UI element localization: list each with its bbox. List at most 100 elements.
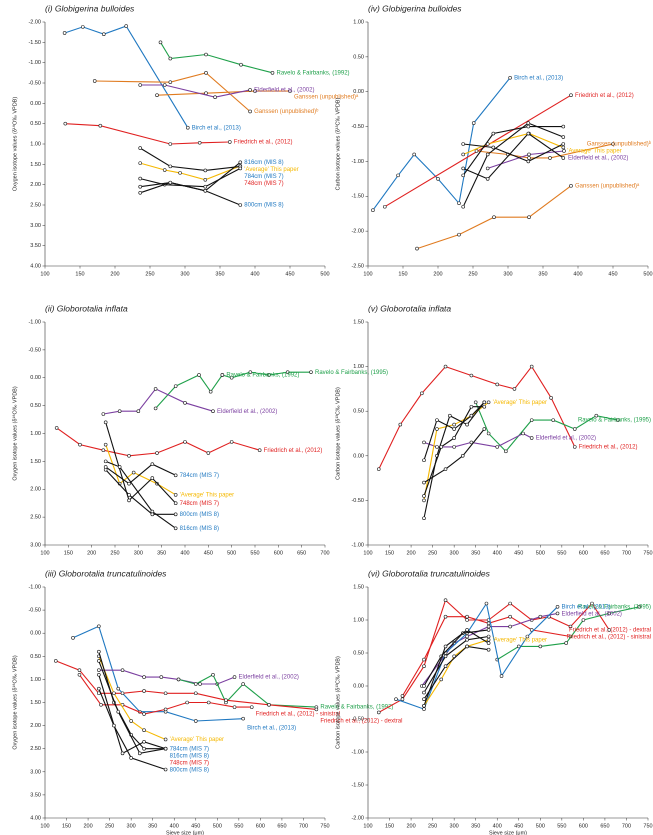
y-tick-label: 0.00 — [353, 683, 364, 689]
data-point — [193, 719, 198, 723]
data-point — [564, 641, 568, 645]
data-point — [452, 436, 456, 440]
y-tick-label: -1.00 — [28, 319, 41, 325]
data-point — [508, 75, 512, 80]
data-point — [102, 32, 106, 37]
data-point — [117, 465, 122, 469]
data-point — [193, 691, 198, 696]
series-label: Friedrich et al., (2012) — [264, 448, 323, 454]
x-tick-label: 300 — [450, 823, 459, 829]
y-tick-label: 1.00 — [353, 364, 364, 370]
series-label: 748cm (MIS 7) — [244, 181, 283, 187]
data-point — [568, 624, 573, 629]
data-point — [267, 703, 271, 707]
data-point — [439, 445, 444, 449]
data-point — [142, 689, 146, 693]
data-point — [473, 400, 478, 405]
data-point — [162, 168, 167, 172]
data-point — [204, 71, 208, 75]
data-point — [142, 675, 146, 679]
series-label: Birch et al., (2013) — [514, 75, 563, 81]
x-tick-label: 400 — [180, 550, 189, 556]
data-point — [562, 149, 566, 153]
series-line — [139, 147, 241, 171]
data-point — [561, 124, 566, 129]
data-point — [241, 682, 245, 686]
x-tick-label: 450 — [514, 550, 523, 556]
series-line — [140, 182, 241, 206]
series-label: Elderfield et al., (2002) — [568, 156, 628, 162]
data-point — [452, 422, 456, 427]
data-point — [486, 647, 491, 652]
data-point — [163, 707, 168, 712]
data-point — [198, 682, 202, 686]
data-point — [238, 160, 243, 165]
panel: (iv) Globigerina bulloides -2.50 -2.00 -1.5… — [335, 3, 652, 277]
data-point — [142, 728, 146, 733]
x-tick-label: 300 — [450, 550, 459, 556]
data-point — [168, 80, 173, 84]
series-line — [463, 143, 564, 163]
series-line — [423, 635, 489, 693]
y-tick-label: -0.50 — [28, 608, 41, 614]
series-label: Ravelo & Fairbanks, (1995) — [315, 370, 388, 376]
x-tick-label: 450 — [608, 271, 617, 277]
y-tick-label: 1.00 — [30, 431, 41, 437]
data-point — [168, 164, 173, 169]
data-point — [422, 657, 426, 662]
y-tick-label: 1.00 — [30, 677, 41, 683]
data-point — [465, 637, 469, 642]
series-line — [55, 660, 317, 710]
x-tick-label: 400 — [573, 271, 582, 277]
series-label: 816cm (MIS 8) — [170, 753, 209, 759]
y-tick-label: 0.50 — [30, 654, 41, 660]
series-label: Friedrich et al., (2012) - dextral — [320, 719, 402, 725]
data-point — [163, 746, 168, 751]
data-point — [103, 420, 108, 425]
data-point — [150, 512, 155, 517]
data-point — [422, 480, 426, 485]
data-point — [81, 25, 85, 29]
data-point — [153, 406, 158, 411]
data-point — [224, 698, 228, 702]
data-point — [204, 52, 208, 57]
x-tick-label: 150 — [64, 550, 73, 556]
data-point — [443, 614, 448, 619]
data-point — [127, 481, 131, 486]
data-point — [382, 204, 387, 209]
data-point — [97, 686, 101, 691]
y-tick-label: -1.00 — [351, 159, 364, 165]
data-point — [314, 707, 319, 712]
x-tick-label: 200 — [110, 271, 119, 277]
x-tick-label: 150 — [75, 271, 84, 277]
data-point — [422, 516, 426, 521]
data-point — [436, 177, 440, 181]
series-line — [98, 660, 166, 754]
data-point — [238, 203, 243, 207]
data-point — [248, 109, 252, 114]
x-tick-label: 350 — [148, 823, 157, 829]
data-point — [549, 396, 553, 400]
data-point — [482, 427, 487, 431]
series-label: Ganssen (unpublished)ᵃ — [575, 183, 640, 189]
series-label: Friedrich et al., (2012) — [575, 93, 634, 99]
series-label: 800cm (MIS 8) — [244, 203, 283, 209]
data-point — [422, 664, 426, 669]
data-point — [396, 173, 400, 178]
data-point — [551, 418, 556, 422]
y-tick-label: -2.50 — [351, 263, 364, 269]
data-point — [398, 422, 403, 427]
x-tick-label: 700 — [299, 823, 308, 829]
data-point — [443, 364, 448, 369]
data-point — [197, 140, 202, 145]
data-point — [469, 373, 474, 378]
x-tick-label: 300 — [503, 271, 512, 277]
data-point — [443, 467, 448, 471]
data-point — [158, 40, 163, 45]
data-point — [460, 453, 465, 458]
data-point — [491, 145, 496, 150]
data-point — [99, 703, 103, 707]
data-point — [415, 246, 419, 251]
data-point — [241, 716, 245, 721]
y-tick-label: 4.00 — [30, 815, 41, 821]
